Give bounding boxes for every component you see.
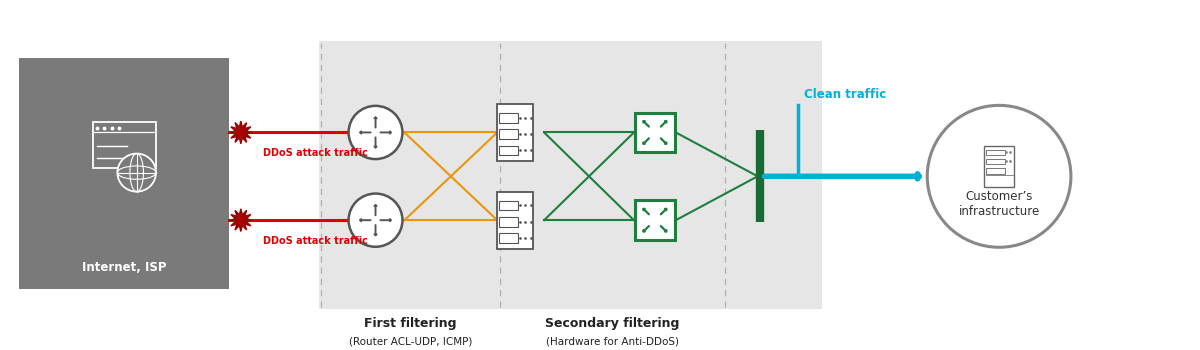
Text: DDoS attack traffic: DDoS attack traffic (263, 236, 367, 246)
Circle shape (928, 105, 1070, 247)
Text: First filtering: First filtering (364, 317, 457, 330)
FancyBboxPatch shape (635, 201, 674, 240)
Polygon shape (229, 121, 252, 144)
Polygon shape (229, 209, 252, 231)
FancyBboxPatch shape (497, 191, 533, 249)
Text: DDoS attack traffic: DDoS attack traffic (263, 148, 367, 158)
FancyBboxPatch shape (19, 57, 229, 289)
FancyBboxPatch shape (319, 41, 822, 309)
Circle shape (348, 194, 402, 247)
Circle shape (118, 154, 156, 192)
Text: (Hardware for Anti-DDoS): (Hardware for Anti-DDoS) (546, 336, 679, 346)
Text: Clean traffic: Clean traffic (804, 89, 886, 101)
FancyBboxPatch shape (635, 113, 674, 152)
Text: Customer’s
infrastructure: Customer’s infrastructure (959, 190, 1039, 218)
FancyBboxPatch shape (497, 104, 533, 161)
Text: Internet, ISP: Internet, ISP (82, 261, 167, 274)
Polygon shape (229, 209, 252, 231)
Circle shape (348, 106, 402, 159)
Text: (Router ACL-UDP, ICMP): (Router ACL-UDP, ICMP) (349, 336, 472, 346)
Text: Secondary filtering: Secondary filtering (545, 317, 679, 330)
Polygon shape (229, 121, 252, 144)
